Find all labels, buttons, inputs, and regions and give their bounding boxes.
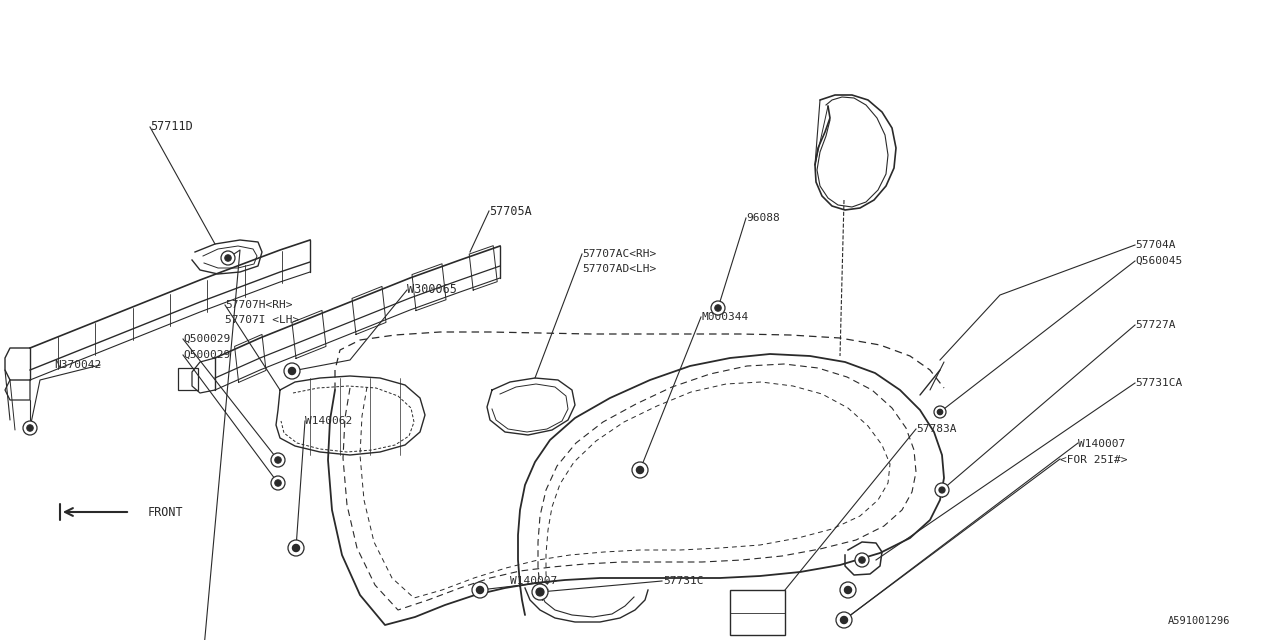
- Text: M000344: M000344: [701, 312, 749, 322]
- Circle shape: [275, 457, 282, 463]
- Circle shape: [288, 540, 305, 556]
- Text: 57731CA: 57731CA: [1135, 378, 1183, 388]
- Text: Q500029: Q500029: [183, 350, 230, 360]
- Circle shape: [476, 586, 484, 594]
- Circle shape: [940, 487, 945, 493]
- Circle shape: [836, 612, 852, 628]
- Circle shape: [934, 406, 946, 418]
- Circle shape: [845, 586, 851, 594]
- Circle shape: [841, 616, 847, 623]
- Circle shape: [23, 421, 37, 435]
- Text: 57704A: 57704A: [1135, 240, 1176, 250]
- Text: 57707I <LH>: 57707I <LH>: [225, 315, 300, 325]
- Circle shape: [27, 425, 33, 431]
- Text: Q560045: Q560045: [1135, 255, 1183, 266]
- Circle shape: [632, 462, 648, 478]
- Circle shape: [288, 367, 296, 374]
- Text: 57707AC<RH>: 57707AC<RH>: [582, 249, 657, 259]
- Text: W140007: W140007: [1078, 438, 1125, 449]
- Circle shape: [275, 480, 282, 486]
- Circle shape: [855, 553, 869, 567]
- Circle shape: [710, 301, 724, 315]
- Text: W140007: W140007: [509, 576, 557, 586]
- Bar: [730, 590, 785, 635]
- Text: 57783A: 57783A: [916, 424, 957, 434]
- Circle shape: [859, 557, 865, 563]
- Circle shape: [636, 467, 644, 474]
- Circle shape: [536, 588, 544, 596]
- Text: 96088: 96088: [746, 212, 780, 223]
- Circle shape: [271, 476, 285, 490]
- Circle shape: [221, 251, 236, 265]
- Circle shape: [714, 305, 721, 311]
- Text: <FOR 25I#>: <FOR 25I#>: [1060, 454, 1128, 465]
- Text: W140062: W140062: [305, 416, 352, 426]
- Text: A591001296: A591001296: [1167, 616, 1230, 626]
- Circle shape: [937, 410, 942, 415]
- Circle shape: [840, 582, 856, 598]
- Circle shape: [532, 584, 548, 600]
- Text: 57707H<RH>: 57707H<RH>: [225, 300, 293, 310]
- Text: W300065: W300065: [407, 284, 457, 296]
- Circle shape: [472, 582, 488, 598]
- Bar: [178, 368, 198, 390]
- Circle shape: [934, 483, 948, 497]
- Text: FRONT: FRONT: [147, 506, 183, 518]
- Text: 57705A: 57705A: [489, 205, 531, 218]
- Text: 57707AD<LH>: 57707AD<LH>: [582, 264, 657, 274]
- Circle shape: [225, 255, 232, 261]
- Text: 57711D: 57711D: [150, 120, 192, 133]
- Text: 57727A: 57727A: [1135, 320, 1176, 330]
- Text: 57731C: 57731C: [663, 576, 704, 586]
- Circle shape: [284, 363, 300, 379]
- Circle shape: [271, 453, 285, 467]
- Text: Q500029: Q500029: [183, 334, 230, 344]
- Circle shape: [292, 545, 300, 552]
- Text: N370042: N370042: [54, 360, 101, 370]
